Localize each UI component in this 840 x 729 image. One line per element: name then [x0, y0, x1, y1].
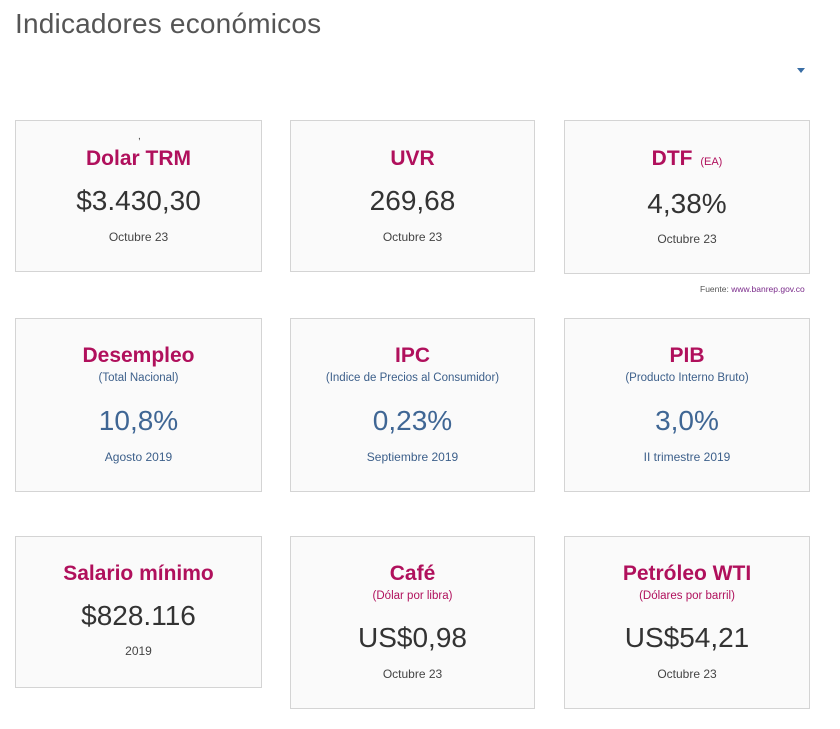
card-value: 4,38%: [647, 188, 727, 219]
card-value: US$0,98: [358, 622, 467, 653]
card-subtitle: (Total Nacional): [98, 372, 179, 384]
page-title: Indicadores económicos: [15, 8, 322, 39]
card-date: 2019: [125, 644, 152, 658]
card-title-suffix: (EA): [700, 156, 723, 168]
card-date: Octubre 23: [657, 667, 717, 681]
card-value: 10,8%: [98, 405, 179, 436]
card-date: Octubre 23: [657, 232, 717, 246]
card-dolar-trm: , Dolar TRM $3.430,30 Octubre 23: [15, 120, 262, 272]
card-value: 3,0%: [655, 405, 719, 436]
card-pib: PIB (Producto Interno Bruto) 3,0% II tri…: [564, 318, 810, 492]
card-title: DTF (EA): [565, 147, 809, 171]
card-subtitle: (Producto Interno Bruto): [625, 372, 749, 384]
card-date: II trimestre 2019: [643, 450, 731, 464]
card-desempleo: Desempleo (Total Nacional) 10,8% Agosto …: [15, 318, 262, 492]
card-subtitle: (Indice de Precios al Consumidor): [325, 372, 500, 384]
card-ipc: IPC (Indice de Precios al Consumidor) 0,…: [290, 318, 535, 492]
card-title: Desempleo: [82, 344, 195, 367]
card-title: Dolar TRM: [86, 147, 191, 170]
card-subtitle: (Dólares por barril): [639, 590, 735, 602]
card-title: UVR: [390, 147, 435, 170]
card-date: Agosto 2019: [104, 450, 173, 464]
card-date: Octubre 23: [108, 230, 169, 244]
card-petroleo-wti: Petróleo WTI (Dólares por barril) US$54,…: [564, 536, 810, 709]
card-value: US$54,21: [624, 622, 750, 653]
card-value: 0,23%: [372, 405, 453, 436]
card-cafe: Café (Dólar por libra) US$0,98 Octubre 2…: [290, 536, 535, 709]
card-title-text: DTF: [651, 147, 693, 170]
card-date: Octubre 23: [382, 230, 443, 244]
card-date: Septiembre 2019: [366, 450, 459, 464]
source-link[interactable]: www.banrep.gov.co: [731, 284, 805, 294]
card-title: Salario mínimo: [63, 562, 214, 585]
source-note: Fuente: www.banrep.gov.co: [700, 284, 805, 294]
card-title: PIB: [669, 344, 705, 367]
card-salario-minimo: Salario mínimo $828.116 2019: [15, 536, 262, 688]
card-title: Café: [389, 562, 436, 585]
card-title: IPC: [394, 344, 430, 367]
card-date: Octubre 23: [382, 667, 443, 681]
card-value: $3.430,30: [76, 185, 201, 216]
source-label: Fuente:: [700, 284, 729, 294]
card-value: $828.116: [81, 600, 196, 631]
card-mark: ,: [138, 131, 141, 142]
card-subtitle: (Dólar por libra): [372, 590, 453, 602]
card-value: 269,68: [369, 185, 456, 216]
card-uvr: UVR 269,68 Octubre 23: [290, 120, 535, 272]
card-title: Petróleo WTI: [622, 562, 752, 585]
dropdown-caret-icon[interactable]: [797, 68, 805, 73]
card-dtf: DTF (EA) 4,38% Octubre 23: [564, 120, 810, 274]
